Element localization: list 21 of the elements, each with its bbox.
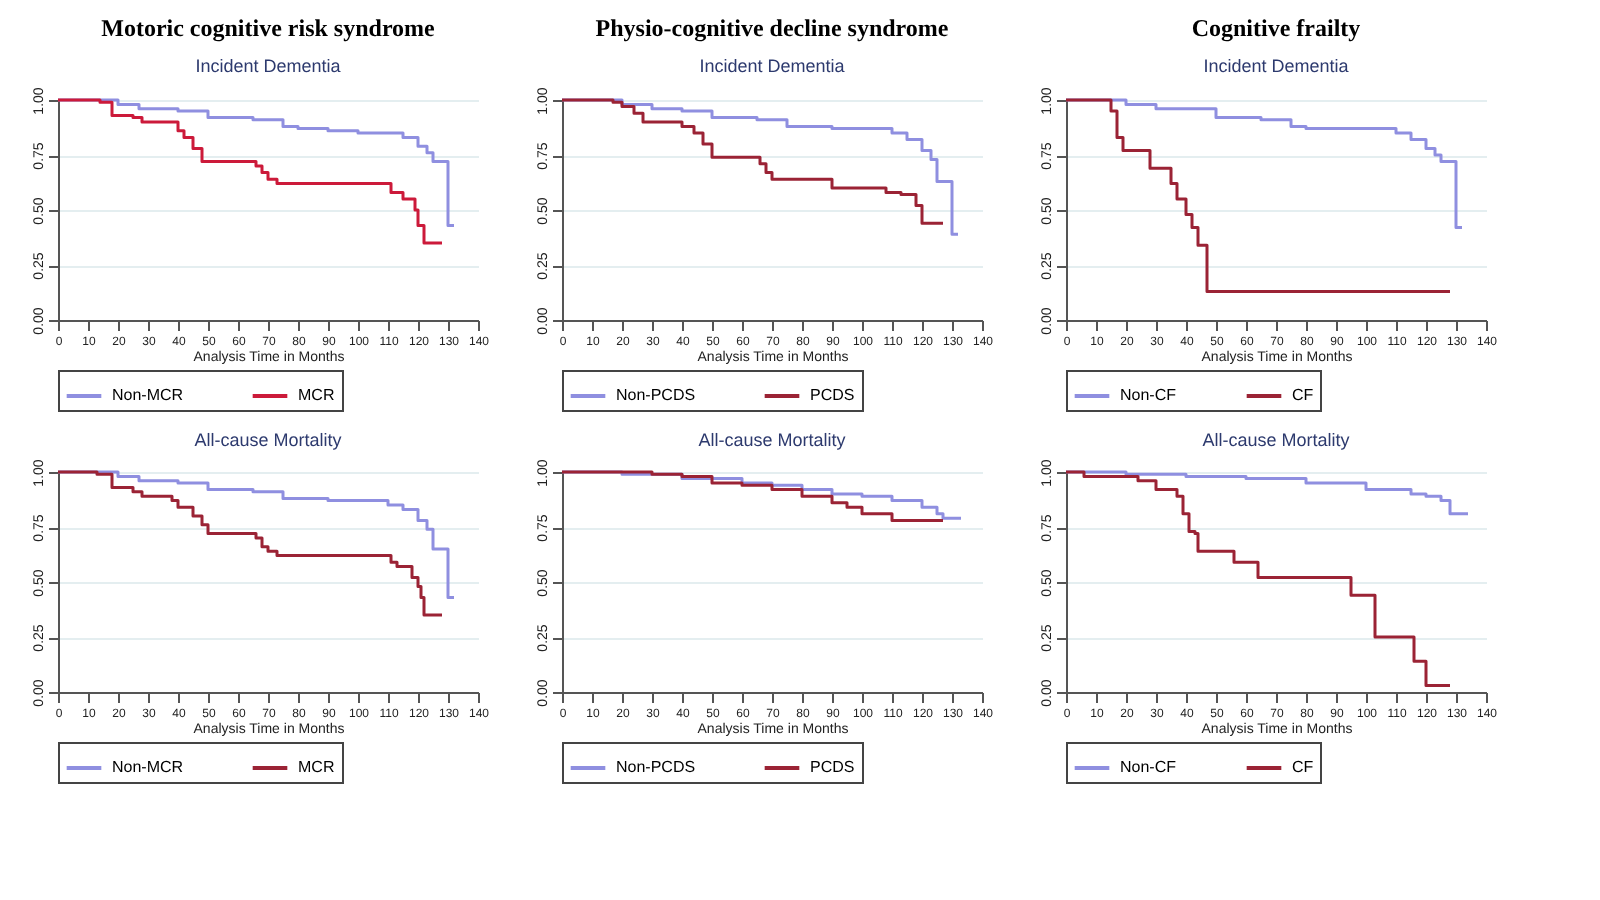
- legend-label: PCDS: [810, 758, 855, 776]
- legend-label: CF: [1292, 758, 1314, 776]
- chart-title: Physio-cognitive decline syndrome: [595, 14, 950, 43]
- legend-label: Non-CF: [1120, 758, 1177, 776]
- chart-title: All-cause Mortality: [1202, 430, 1351, 451]
- legend-label: PCDS: [810, 386, 855, 404]
- chart-title: All-cause Mortality: [194, 430, 343, 451]
- legend-label: Non-PCDS: [616, 386, 696, 404]
- chart-title: Motoric cognitive risk syndrome: [101, 14, 437, 43]
- legend-label: Non-MCR: [112, 758, 184, 776]
- legend-label: MCR: [298, 758, 335, 776]
- chart-subtitle: Incident Dementia: [699, 56, 845, 77]
- chart-title: All-cause Mortality: [698, 430, 847, 451]
- chart-title: Cognitive frailty: [1191, 14, 1361, 43]
- legend-label: Non-CF: [1120, 386, 1177, 404]
- legend-label: Non-MCR: [112, 386, 184, 404]
- chart-subtitle: Incident Dementia: [195, 56, 341, 77]
- chart-subtitle: Incident Dementia: [1203, 56, 1349, 77]
- legend-label: Non-PCDS: [616, 758, 696, 776]
- legend-label: MCR: [298, 386, 335, 404]
- legend-label: CF: [1292, 386, 1314, 404]
